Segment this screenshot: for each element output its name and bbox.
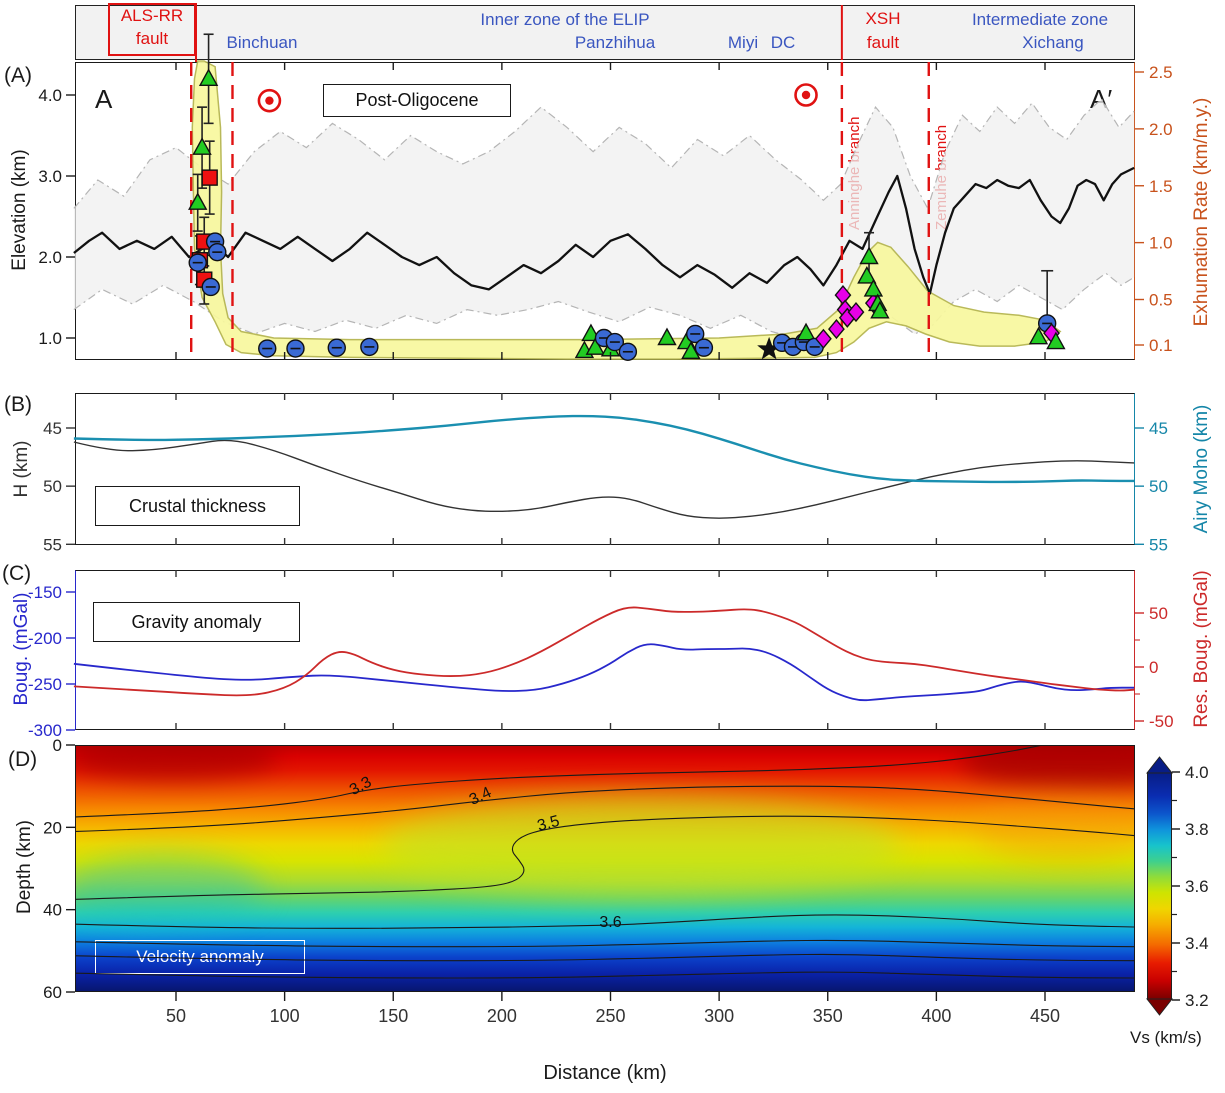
colorbar-tick: 3.2 bbox=[1185, 991, 1209, 1010]
zone-panzhihua: Panzhihua bbox=[574, 33, 656, 52]
colorbar-title: Vs (km/s) bbox=[1130, 1028, 1202, 1047]
d-left-tick: 0 bbox=[53, 736, 62, 755]
a-left-tick: 4.0 bbox=[38, 86, 62, 105]
h-axis-title: H (km) bbox=[11, 440, 32, 498]
a-right-tick: 0.5 bbox=[1149, 291, 1173, 310]
exhumation-axis-title: Exhumation Rate (km/m.y.) bbox=[1191, 97, 1212, 327]
res-boug-axis-title: Res. Boug. (mGal) bbox=[1191, 570, 1212, 728]
x-tick: 200 bbox=[487, 1006, 517, 1026]
d-left-tick: 40 bbox=[43, 901, 62, 920]
airy-moho-axis-title: Airy Moho (km) bbox=[1191, 404, 1212, 534]
c-right-tick: 0 bbox=[1149, 658, 1158, 677]
profile-end-label: A′ bbox=[1090, 84, 1113, 114]
panel-c-tag: (C) bbox=[2, 562, 32, 585]
zone-binchuan: Binchuan bbox=[226, 33, 298, 52]
heatmap-cyan-blob-left bbox=[76, 854, 264, 926]
heatmap-dark-red-blob-left bbox=[76, 746, 278, 780]
zone-xichang: Xichang bbox=[1022, 33, 1084, 52]
heatmap-dark-red-blob-right bbox=[961, 746, 1134, 788]
crustal-thickness-box: Crustal thickness bbox=[95, 486, 300, 526]
xsh-line2: fault bbox=[866, 32, 900, 52]
anninghe-branch-label: Anninghe branch bbox=[846, 116, 863, 230]
x-tick: 100 bbox=[270, 1006, 300, 1026]
c-left-tick: -250 bbox=[28, 675, 62, 694]
elevation-axis-title: Elevation (km) bbox=[9, 149, 30, 271]
age-note-box: Post-Oligocene bbox=[323, 84, 511, 117]
a-left-tick: 1.0 bbox=[38, 329, 62, 348]
gravity-anomaly-box: Gravity anomaly bbox=[93, 602, 300, 642]
a-left-tick: 3.0 bbox=[38, 167, 62, 186]
c-right-tick: -50 bbox=[1149, 712, 1174, 731]
depth-axis-title: Depth (km) bbox=[14, 820, 35, 914]
b-left-tick: 50 bbox=[43, 477, 62, 496]
x-tick: 350 bbox=[813, 1006, 843, 1026]
x-tick: 400 bbox=[921, 1006, 951, 1026]
panel-a-tag: (A) bbox=[4, 64, 32, 87]
zone-header-bar bbox=[75, 5, 1135, 60]
c-left-tick: -200 bbox=[28, 629, 62, 648]
x-tick: 150 bbox=[378, 1006, 408, 1026]
b-right-tick: 45 bbox=[1149, 419, 1168, 438]
heatmap-green-blob-middle bbox=[381, 796, 901, 896]
a-right-tick: 2.0 bbox=[1149, 120, 1173, 139]
vs-colorbar bbox=[1147, 772, 1172, 1000]
x-tick: 300 bbox=[704, 1006, 734, 1026]
x-tick: 50 bbox=[166, 1006, 186, 1026]
colorbar-bottom-arrow bbox=[1145, 998, 1174, 1016]
colorbar-tick: 3.4 bbox=[1185, 934, 1209, 953]
b-right-tick: 50 bbox=[1149, 477, 1168, 496]
zone-intermediate: Intermediate zone bbox=[971, 10, 1109, 29]
als-rr-fault-label-box: ALS-RR fault bbox=[108, 3, 196, 56]
panel-c-gravity bbox=[75, 570, 1135, 730]
profile-start-label: A bbox=[95, 84, 113, 114]
zone-inner-elip: Inner zone of the ELIP bbox=[480, 10, 650, 29]
b-left-tick: 45 bbox=[43, 419, 62, 438]
c-left-tick: -150 bbox=[28, 583, 62, 602]
distance-axis-title: Distance (km) bbox=[543, 1062, 667, 1084]
colorbar-tick: 3.8 bbox=[1185, 820, 1209, 839]
zemuhe-branch-label: Zemuhe branch bbox=[933, 124, 950, 230]
a-right-tick: 1.0 bbox=[1149, 234, 1173, 253]
zone-dc: DC bbox=[770, 33, 796, 52]
als-rr-line1: ALS-RR bbox=[120, 6, 184, 25]
x-tick: 250 bbox=[595, 1006, 625, 1026]
heatmap-orange-blob-right bbox=[976, 798, 1134, 860]
d-left-tick: 60 bbox=[43, 983, 62, 1002]
colorbar-top-arrow bbox=[1145, 756, 1174, 774]
c-left-tick: -300 bbox=[28, 721, 62, 740]
velocity-anomaly-box: Velocity anomaly bbox=[95, 940, 305, 974]
zone-miyi: Miyi bbox=[727, 33, 759, 52]
c-right-tick: 50 bbox=[1149, 604, 1168, 623]
d-left-tick: 20 bbox=[43, 818, 62, 837]
a-right-tick: 0.1 bbox=[1149, 336, 1173, 355]
panel-b-tag: (B) bbox=[4, 393, 32, 416]
colorbar-tick: 3.6 bbox=[1185, 877, 1209, 896]
b-left-tick: 55 bbox=[43, 535, 62, 554]
b-right-tick: 55 bbox=[1149, 535, 1168, 554]
a-right-tick: 2.5 bbox=[1149, 63, 1173, 82]
panel-a-elevation bbox=[75, 62, 1135, 360]
als-rr-line2: fault bbox=[135, 28, 169, 48]
boug-axis-title: Boug. (mGal) bbox=[11, 592, 32, 706]
panel-d-tag: (D) bbox=[8, 748, 38, 771]
a-right-tick: 1.5 bbox=[1149, 177, 1173, 196]
x-tick: 450 bbox=[1030, 1006, 1060, 1026]
a-left-tick: 2.0 bbox=[38, 248, 62, 267]
xsh-line1: XSH bbox=[865, 9, 901, 28]
xsh-fault-label: XSH fault bbox=[845, 7, 921, 55]
colorbar-tick: 4.0 bbox=[1185, 763, 1209, 782]
